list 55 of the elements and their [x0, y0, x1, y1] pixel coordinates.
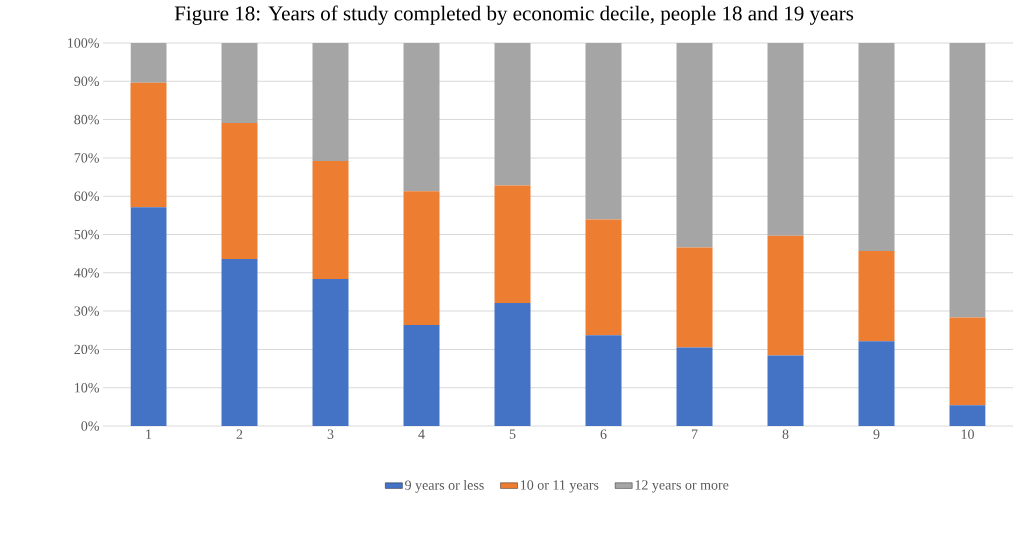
x-tick-label: 4: [418, 429, 425, 439]
x-tick-label: 3: [327, 429, 334, 439]
x-tick-label: 1: [146, 429, 152, 439]
y-tick-label: 80%: [74, 114, 99, 125]
x-tick-label: 8: [782, 429, 789, 439]
bar: [403, 324, 440, 426]
bar: [312, 160, 349, 279]
bar: [585, 335, 622, 426]
bar: [949, 43, 986, 318]
legend-label: 12 years or more: [635, 480, 729, 493]
x-tick-label: 5: [509, 429, 516, 439]
bar: [676, 247, 713, 348]
bar: [221, 259, 258, 426]
bar: [130, 82, 167, 208]
bar: [676, 43, 713, 248]
bar: [221, 43, 258, 124]
bar: [494, 185, 531, 304]
y-tick-label: 30%: [74, 306, 99, 316]
bar: [767, 43, 804, 236]
legend-label: 10 or 11 years: [520, 480, 599, 493]
bar: [403, 191, 440, 325]
bar: [312, 43, 349, 161]
y-tick-label: 40%: [74, 268, 99, 278]
y-tick-label: 100%: [68, 38, 99, 48]
y-tick-label: 60%: [74, 191, 99, 201]
bar: [221, 123, 258, 260]
bar: [767, 355, 804, 426]
bar: [949, 317, 986, 406]
chart-title: Figure 18: Years of study completed by economic decile, people 18 and 19 years: [174, 5, 854, 25]
bar: [767, 235, 804, 356]
bar: [858, 341, 895, 426]
bar: [858, 43, 895, 251]
x-tick-label: 10: [961, 429, 974, 439]
legend-label: 9 years or less: [405, 479, 484, 493]
bar: [403, 43, 440, 192]
bar: [494, 43, 531, 186]
y-tick-label: 10%: [75, 382, 99, 393]
bar: [858, 250, 895, 342]
bar: [130, 207, 167, 426]
bar: [130, 43, 167, 83]
bar: [949, 405, 986, 426]
x-tick-label: 9: [873, 429, 880, 439]
y-tick-label: 20%: [74, 344, 99, 355]
y-tick-label: 90%: [74, 76, 99, 87]
bar: [585, 219, 622, 336]
x-tick-label: 2: [236, 429, 243, 439]
bar: [676, 347, 713, 426]
y-tick-label: 0%: [81, 421, 99, 431]
y-tick-label: 70%: [74, 153, 99, 163]
bar: [494, 303, 531, 426]
bar: [312, 278, 349, 426]
x-tick-label: 7: [691, 429, 698, 439]
y-tick-label: 50%: [74, 229, 99, 240]
bar: [585, 43, 622, 220]
x-tick-label: 6: [600, 429, 607, 439]
